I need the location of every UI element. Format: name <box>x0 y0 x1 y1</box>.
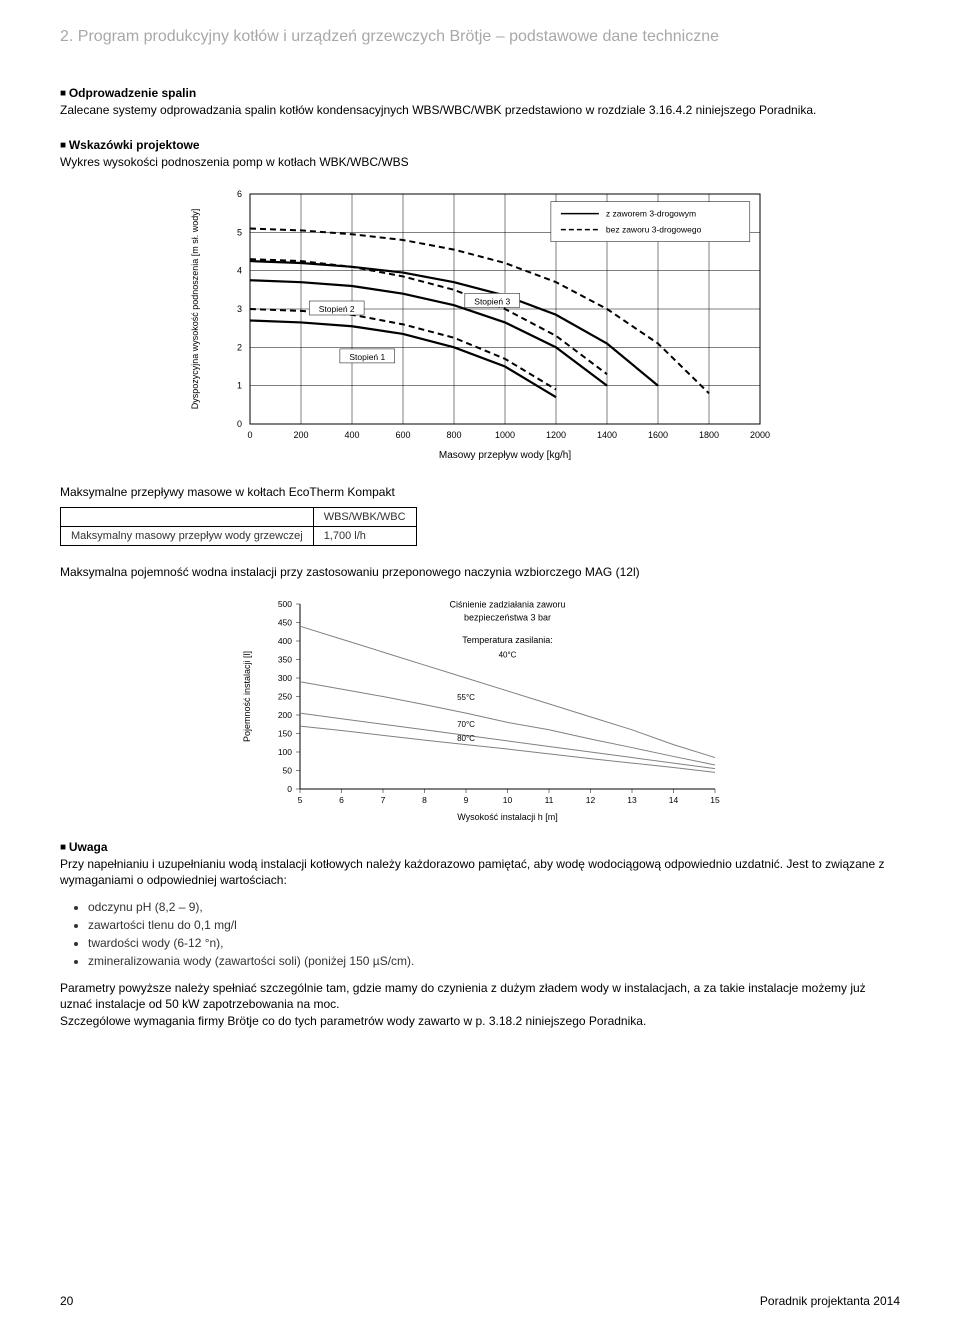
svg-text:bez zaworu 3-drogowego: bez zaworu 3-drogowego <box>606 225 702 235</box>
svg-text:0: 0 <box>247 430 252 440</box>
text-note-3: Szczególowe wymagania firmy Brötje co do… <box>60 1013 900 1029</box>
svg-text:8: 8 <box>422 795 427 805</box>
text-note-1: Przy napełnianiu i uzupełnianiu wodą ins… <box>60 856 900 888</box>
svg-text:4: 4 <box>237 266 242 276</box>
svg-text:Wysokość instalacji h [m]: Wysokość instalacji h [m] <box>457 812 557 822</box>
svg-text:12: 12 <box>586 795 596 805</box>
svg-text:5: 5 <box>298 795 303 805</box>
svg-text:800: 800 <box>446 430 461 440</box>
svg-text:0: 0 <box>287 784 292 794</box>
text-note-2: Parametry powyższe należy spełniać szcze… <box>60 980 900 1012</box>
bullet-2: zawartości tlenu do 0,1 mg/l <box>88 916 900 934</box>
page-title: 2. Program produkcyjny kotłów i urządzeń… <box>60 28 900 46</box>
svg-text:600: 600 <box>395 430 410 440</box>
svg-text:450: 450 <box>278 617 292 627</box>
svg-text:Ciśnienie zadziałania zaworu: Ciśnienie zadziałania zaworu <box>449 599 565 609</box>
svg-text:6: 6 <box>339 795 344 805</box>
svg-text:10: 10 <box>503 795 513 805</box>
svg-text:Stopień 1: Stopień 1 <box>349 352 385 362</box>
chart1-svg: 0 200 400 600 800 1000 1200 1400 1600 1800 2000 0 1 2… <box>180 184 780 464</box>
svg-text:7: 7 <box>381 795 386 805</box>
text-exhaust: Zalecane systemy odprowadzania spalin ko… <box>60 102 900 118</box>
svg-text:15: 15 <box>710 795 720 805</box>
chart2-intro: Maksymalna pojemność wodna instalacji pr… <box>60 564 900 580</box>
table1-intro: Maksymalne przepływy masowe w kołtach Ec… <box>60 484 900 500</box>
svg-text:11: 11 <box>545 795 554 805</box>
svg-text:400: 400 <box>278 636 292 646</box>
svg-text:1400: 1400 <box>597 430 617 440</box>
bullet-list: odczynu pH (8,2 – 9), zawartości tlenu d… <box>88 898 900 970</box>
svg-text:70°C: 70°C <box>457 720 475 729</box>
text-design: Wykres wysokości podnoszenia pomp w kotł… <box>60 154 900 170</box>
svg-text:0: 0 <box>237 419 242 429</box>
heading-exhaust: Odprowadzenie spalin <box>60 86 900 100</box>
chart-pump-head: 0 200 400 600 800 1000 1200 1400 1600 1800 2000 0 1 2… <box>60 184 900 464</box>
svg-text:Stopień 2: Stopień 2 <box>319 304 355 314</box>
svg-text:1: 1 <box>237 381 242 391</box>
svg-text:Temperatura zasilania:: Temperatura zasilania: <box>462 635 553 645</box>
svg-text:1200: 1200 <box>546 430 566 440</box>
table-row-value: 1,700 l/h <box>313 526 416 545</box>
table-hdr-empty <box>61 507 314 526</box>
svg-text:300: 300 <box>278 673 292 683</box>
heading-note: Uwaga <box>60 840 900 854</box>
svg-text:1000: 1000 <box>495 430 515 440</box>
svg-text:80°C: 80°C <box>457 734 475 743</box>
section-design-tips: Wskazówki projektowe Wykres wysokości po… <box>60 138 900 464</box>
bullet-4: zmineralizowania wody (zawartości soli) … <box>88 952 900 970</box>
svg-text:z zaworem 3-drogowym: z zaworem 3-drogowym <box>606 209 696 219</box>
table-hdr-model: WBS/WBK/WBC <box>313 507 416 526</box>
svg-text:1600: 1600 <box>648 430 668 440</box>
svg-text:50: 50 <box>283 765 293 775</box>
svg-text:2000: 2000 <box>750 430 770 440</box>
svg-text:200: 200 <box>293 430 308 440</box>
svg-text:2: 2 <box>237 343 242 353</box>
svg-text:400: 400 <box>344 430 359 440</box>
svg-text:bezpieczeństwa 3 bar: bezpieczeństwa 3 bar <box>464 612 551 622</box>
svg-text:14: 14 <box>669 795 679 805</box>
footer-doc-title: Poradnik projektanta 2014 <box>760 1294 900 1308</box>
table-max-flow: WBS/WBK/WBC Maksymalny masowy przepływ w… <box>60 507 417 546</box>
chart2-svg: 0 50 100 150 200 250 300 350 400 450 500 5 6 7 8 9 10 11 1… <box>230 594 730 824</box>
svg-text:55°C: 55°C <box>457 693 475 702</box>
svg-text:13: 13 <box>627 795 637 805</box>
svg-text:Masowy przepływ wody [kg/h]: Masowy przepływ wody [kg/h] <box>439 450 571 461</box>
svg-text:3: 3 <box>237 304 242 314</box>
svg-text:40°C: 40°C <box>499 650 517 659</box>
svg-text:Stopień 3: Stopień 3 <box>474 297 510 307</box>
svg-text:150: 150 <box>278 728 292 738</box>
footer-page-number: 20 <box>60 1294 73 1308</box>
chart-system-capacity: 0 50 100 150 200 250 300 350 400 450 500 5 6 7 8 9 10 11 1… <box>60 594 900 824</box>
table-row-label: Maksymalny masowy przepływ wody grzewcze… <box>61 526 314 545</box>
svg-text:200: 200 <box>278 710 292 720</box>
svg-text:350: 350 <box>278 654 292 664</box>
svg-text:Pojemność instalacji [l]: Pojemność instalacji [l] <box>242 651 252 742</box>
section-note: Uwaga Przy napełnianiu i uzupełnianiu wo… <box>60 840 900 1029</box>
svg-text:500: 500 <box>278 599 292 609</box>
svg-text:1800: 1800 <box>699 430 719 440</box>
svg-text:250: 250 <box>278 691 292 701</box>
page-footer: 20 Poradnik projektanta 2014 <box>60 1294 900 1308</box>
svg-text:9: 9 <box>464 795 469 805</box>
bullet-1: odczynu pH (8,2 – 9), <box>88 898 900 916</box>
svg-text:Dyspozycyjna wysokość podnosze: Dyspozycyjna wysokość podnoszenia [m sł.… <box>190 209 200 410</box>
svg-text:100: 100 <box>278 747 292 757</box>
section-exhaust: Odprowadzenie spalin Zalecane systemy od… <box>60 86 900 118</box>
svg-text:6: 6 <box>237 189 242 199</box>
svg-text:5: 5 <box>237 228 242 238</box>
bullet-3: twardości wody (6-12 °n), <box>88 934 900 952</box>
heading-design: Wskazówki projektowe <box>60 138 900 152</box>
